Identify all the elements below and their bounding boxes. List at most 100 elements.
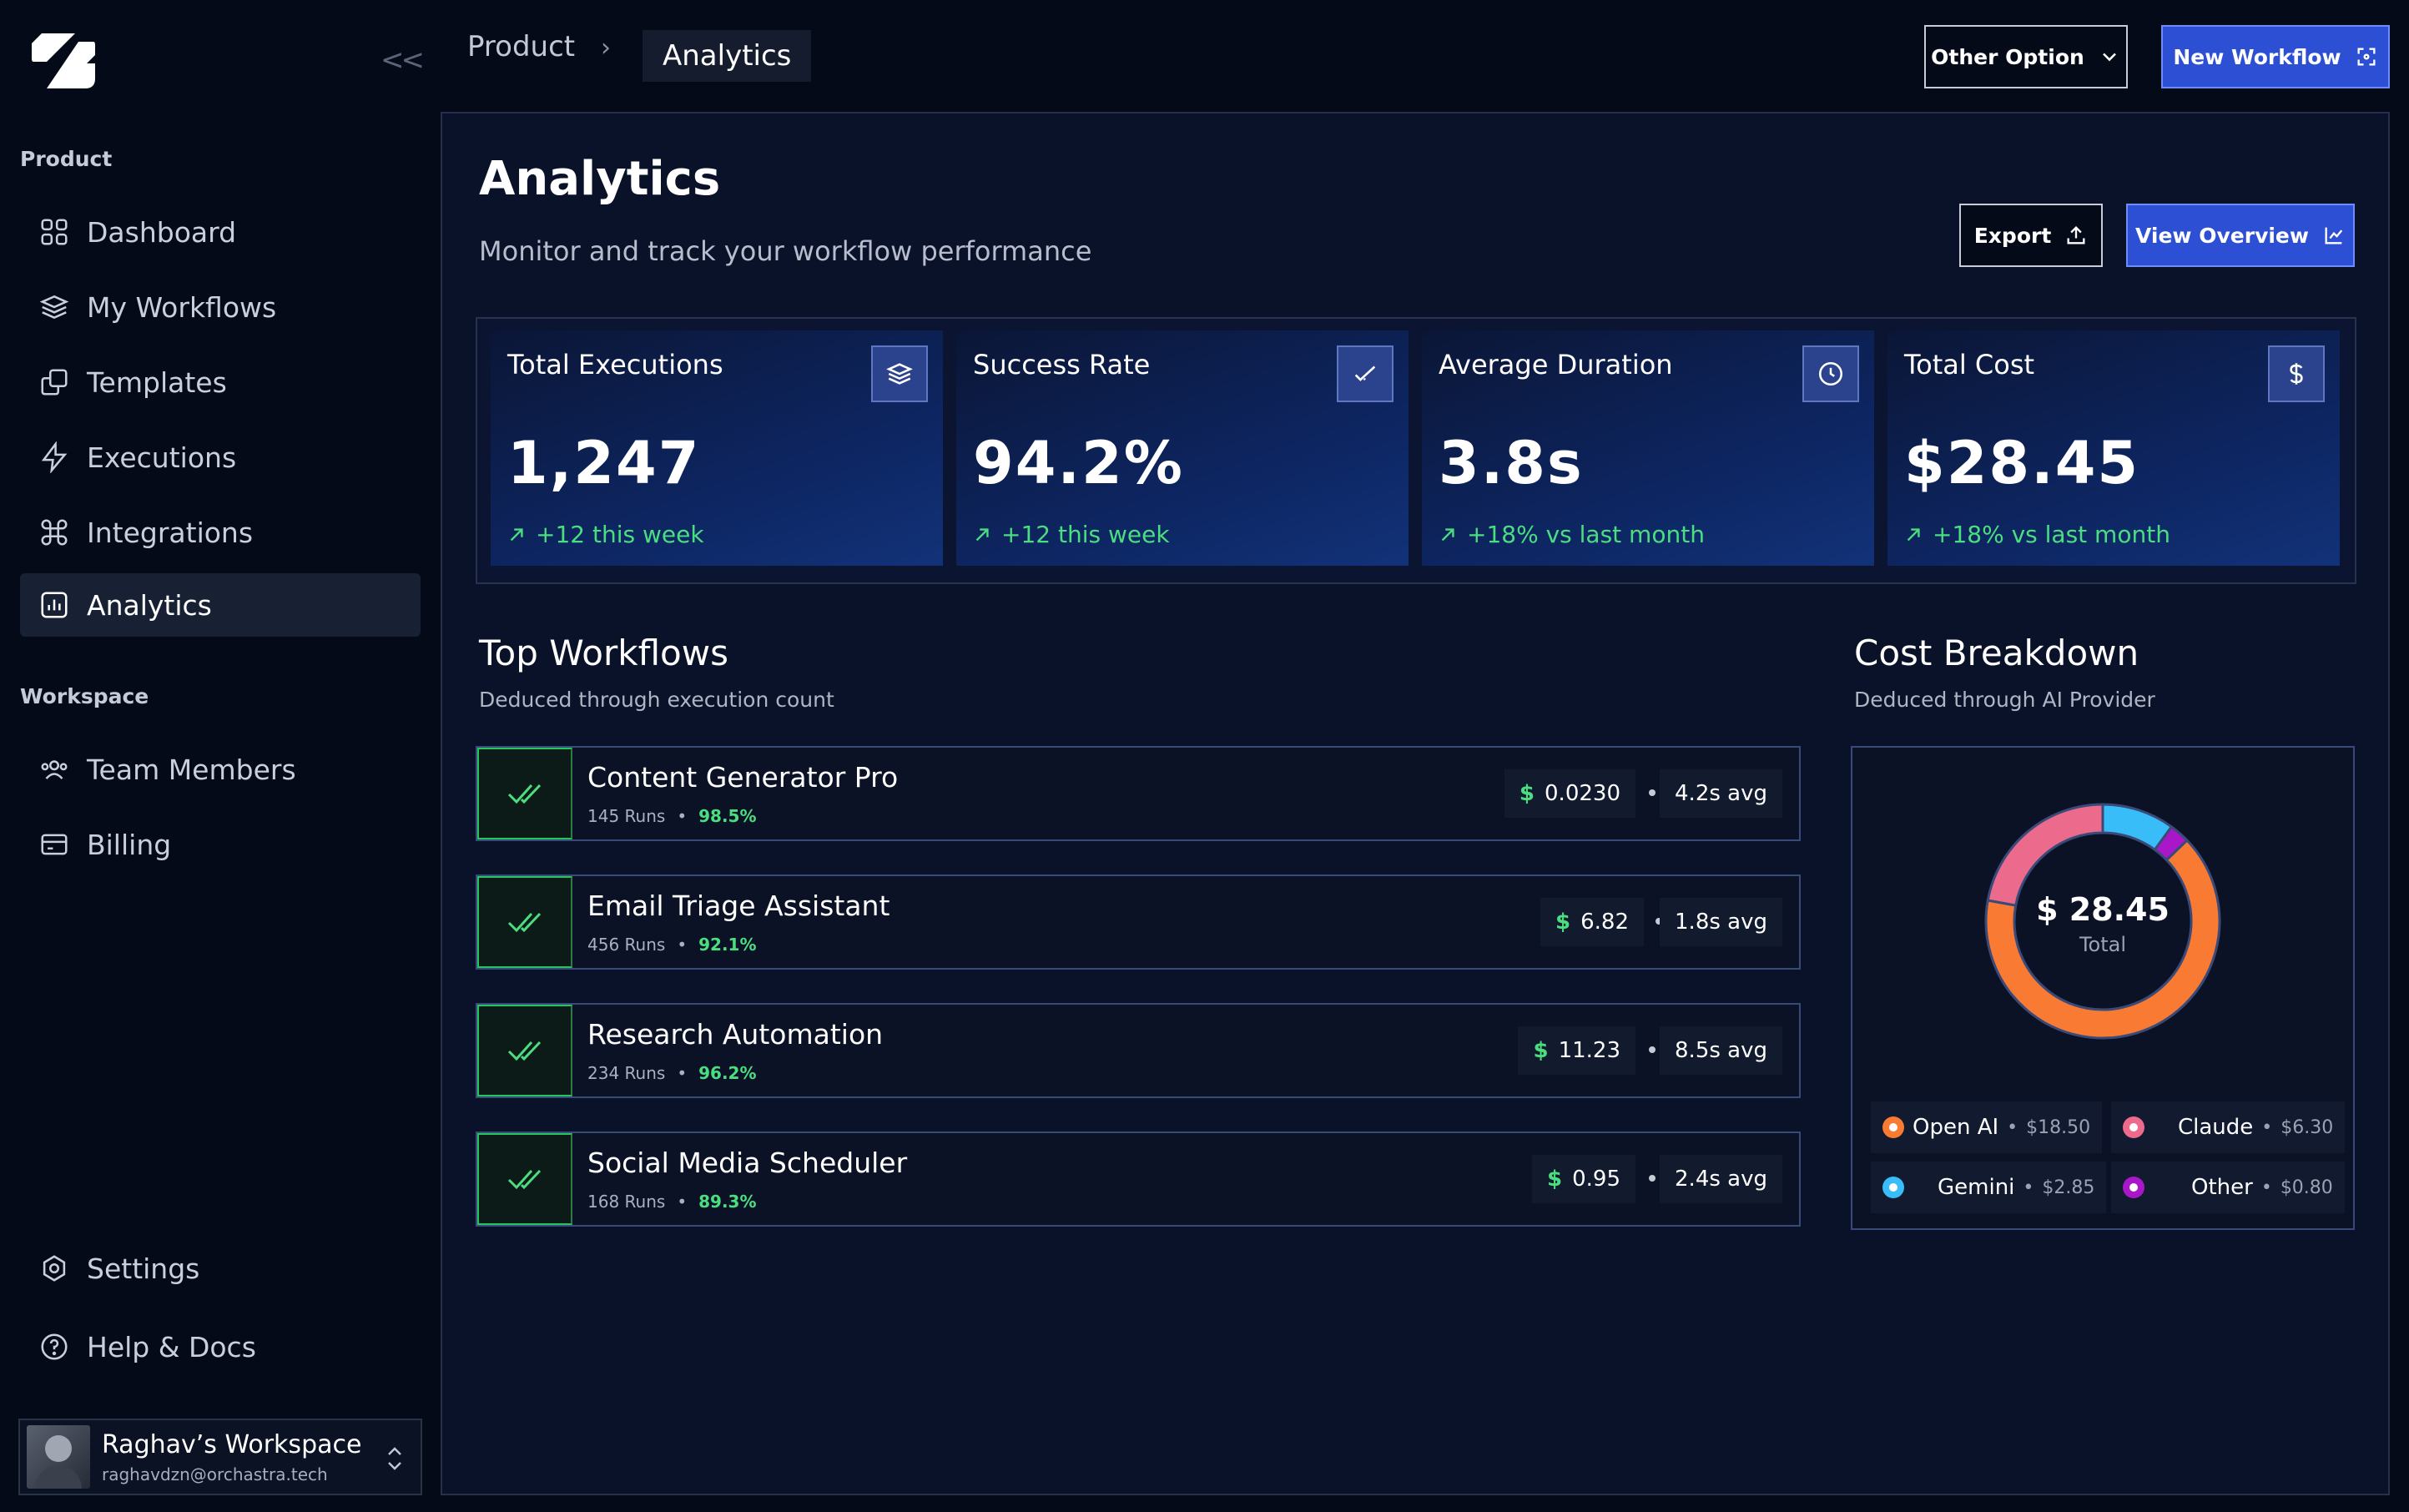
workflow-runs: 145 Runs — [587, 806, 666, 826]
legend-item-gemini: Gemini • $2.85 — [1871, 1162, 2107, 1213]
users-icon — [41, 760, 68, 779]
workflow-avg-duration: 2.4s avg — [1660, 1155, 1782, 1203]
legend-dot — [2123, 1177, 2144, 1198]
sidebar-item-label: Executions — [87, 441, 237, 474]
double-check-icon — [477, 1133, 572, 1225]
export-button[interactable]: Export — [1959, 204, 2103, 267]
dollar-icon — [2268, 345, 2325, 402]
copy-icon — [41, 369, 68, 396]
app-logo-icon[interactable] — [30, 30, 97, 90]
sidebar-item-workflows[interactable]: My Workflows — [20, 275, 421, 339]
breadcrumb-product[interactable]: Product — [467, 30, 576, 63]
legend-provider-name: Open AI — [1913, 1115, 1999, 1140]
stat-delta: +18% vs last month — [1439, 521, 1705, 548]
legend-provider-name: Other — [2191, 1175, 2253, 1200]
new-workflow-button[interactable]: New Workflow — [2161, 25, 2390, 88]
donut-slice-open-ai[interactable] — [1984, 838, 2221, 1040]
workflow-success-rate: 98.5% — [698, 806, 757, 826]
workflow-success-rate: 92.1% — [698, 935, 757, 955]
table-row[interactable]: Email Triage Assistant 456 Runs • 92.1% $6… — [476, 874, 1801, 970]
double-check-icon — [477, 748, 572, 839]
sidebar-item-templates[interactable]: Templates — [20, 350, 421, 414]
sidebar-item-integrations[interactable]: Integrations — [20, 501, 421, 564]
workflow-name: Social Media Scheduler — [587, 1147, 908, 1179]
legend-dot — [2123, 1116, 2144, 1138]
sidebar-item-billing[interactable]: Billing — [20, 813, 421, 876]
gear-icon — [43, 1255, 66, 1282]
stat-card-cost: Total Cost $28.45 +18% vs last month — [1887, 330, 2340, 566]
sidebar-item-label: Team Members — [87, 753, 296, 786]
cost-breakdown-title: Cost Breakdown — [1854, 633, 2139, 673]
sidebar-item-team[interactable]: Team Members — [20, 738, 421, 801]
cost-donut-chart — [1984, 803, 2221, 1040]
clock-icon — [1802, 345, 1859, 402]
bar-chart-icon — [41, 592, 68, 618]
workflow-name: Research Automation — [587, 1018, 884, 1051]
stat-delta-text: +18% vs last month — [1467, 521, 1705, 548]
page-title: Analytics — [479, 152, 721, 206]
collapse-sidebar-icon[interactable]: << — [381, 43, 425, 77]
sidebar-item-dashboard[interactable]: Dashboard — [20, 200, 421, 264]
double-check-icon — [477, 876, 572, 968]
chevron-down-icon — [2102, 53, 2116, 62]
stats-grid: Total Executions 1,247 +12 this week Suc… — [476, 317, 2356, 584]
dot-separator — [1649, 789, 1656, 796]
donut-slice-claude[interactable] — [1986, 803, 2104, 907]
workflow-success-rate: 89.3% — [698, 1192, 757, 1212]
other-option-dropdown[interactable]: Other Option — [1924, 25, 2128, 88]
breadcrumb-current[interactable]: Analytics — [643, 30, 812, 82]
legend-provider-name: Claude — [2178, 1115, 2254, 1140]
command-icon — [41, 519, 68, 546]
upload-icon — [2067, 226, 2085, 244]
sidebar-item-executions[interactable]: Executions — [20, 426, 421, 489]
bolt-icon — [41, 441, 68, 473]
stat-delta: +12 this week — [507, 521, 704, 548]
workflow-cost-value: 0.95 — [1572, 1167, 1620, 1192]
sidebar-item-label: Billing — [87, 828, 172, 861]
table-row[interactable]: Content Generator Pro 145 Runs • 98.5% $0.… — [476, 746, 1801, 841]
legend-provider-name: Gemini — [1938, 1175, 2015, 1200]
section-label-product: Product — [20, 147, 113, 171]
workflow-avg-duration: 8.5s avg — [1660, 1026, 1782, 1075]
workflow-name: Content Generator Pro — [587, 761, 899, 794]
table-row[interactable]: Social Media Scheduler 168 Runs • 89.3% $0… — [476, 1131, 1801, 1227]
top-workflows-title: Top Workflows — [479, 633, 728, 673]
trend-up-icon — [975, 527, 989, 541]
stat-card-duration: Average Duration 3.8s +18% vs last month — [1422, 330, 1874, 566]
legend-dot — [1882, 1177, 1904, 1198]
trend-up-icon — [510, 527, 523, 541]
cost-breakdown-card: $ 28.45 Total Open AI • $18.50 Claude • … — [1851, 746, 2355, 1230]
chevron-right-icon: › — [601, 33, 611, 63]
workflow-cost-value: 11.23 — [1558, 1038, 1620, 1063]
check-icon — [1337, 345, 1393, 402]
workflow-meta: 168 Runs • 89.3% — [587, 1192, 757, 1212]
view-overview-label: View Overview — [2135, 223, 2309, 248]
stat-delta-text: +12 this week — [536, 521, 704, 548]
stat-card-executions: Total Executions 1,247 +12 this week — [491, 330, 943, 566]
sidebar-item-label: Help & Docs — [87, 1330, 256, 1363]
legend-provider-amount: $0.80 — [2280, 1177, 2333, 1198]
workspace-name: Raghav’s Workspace — [102, 1429, 362, 1459]
workflow-meta: 145 Runs • 98.5% — [587, 806, 757, 826]
donut-total-value: $ 28.45 — [2036, 891, 2170, 928]
sidebar-item-label: Integrations — [87, 516, 254, 549]
view-overview-button[interactable]: View Overview — [2126, 204, 2355, 267]
stat-label: Total Executions — [507, 349, 723, 381]
workspace-switcher[interactable]: Raghav’s Workspace raghavdzn@orchastra.t… — [18, 1419, 422, 1495]
table-row[interactable]: Research Automation 234 Runs • 96.2% $11.2… — [476, 1003, 1801, 1098]
workflow-cost: $6.82 — [1540, 898, 1644, 946]
sidebar-item-help[interactable]: Help & Docs — [20, 1315, 421, 1378]
workflow-meta: 234 Runs • 96.2% — [587, 1063, 757, 1083]
dot-separator — [1656, 918, 1662, 925]
currency-symbol: $ — [1533, 1038, 1549, 1063]
trend-up-icon — [1907, 527, 1920, 541]
layers-icon — [871, 345, 928, 402]
help-circle-icon — [41, 1333, 68, 1360]
stat-value: 94.2% — [973, 429, 1184, 497]
sidebar-item-settings[interactable]: Settings — [20, 1237, 421, 1300]
sidebar-item-analytics[interactable]: Analytics — [20, 573, 421, 637]
workflow-avg-duration: 4.2s avg — [1660, 769, 1782, 818]
stat-delta-text: +18% vs last month — [1933, 521, 2170, 548]
stat-label: Total Cost — [1904, 349, 2035, 381]
section-label-workspace: Workspace — [20, 684, 149, 708]
